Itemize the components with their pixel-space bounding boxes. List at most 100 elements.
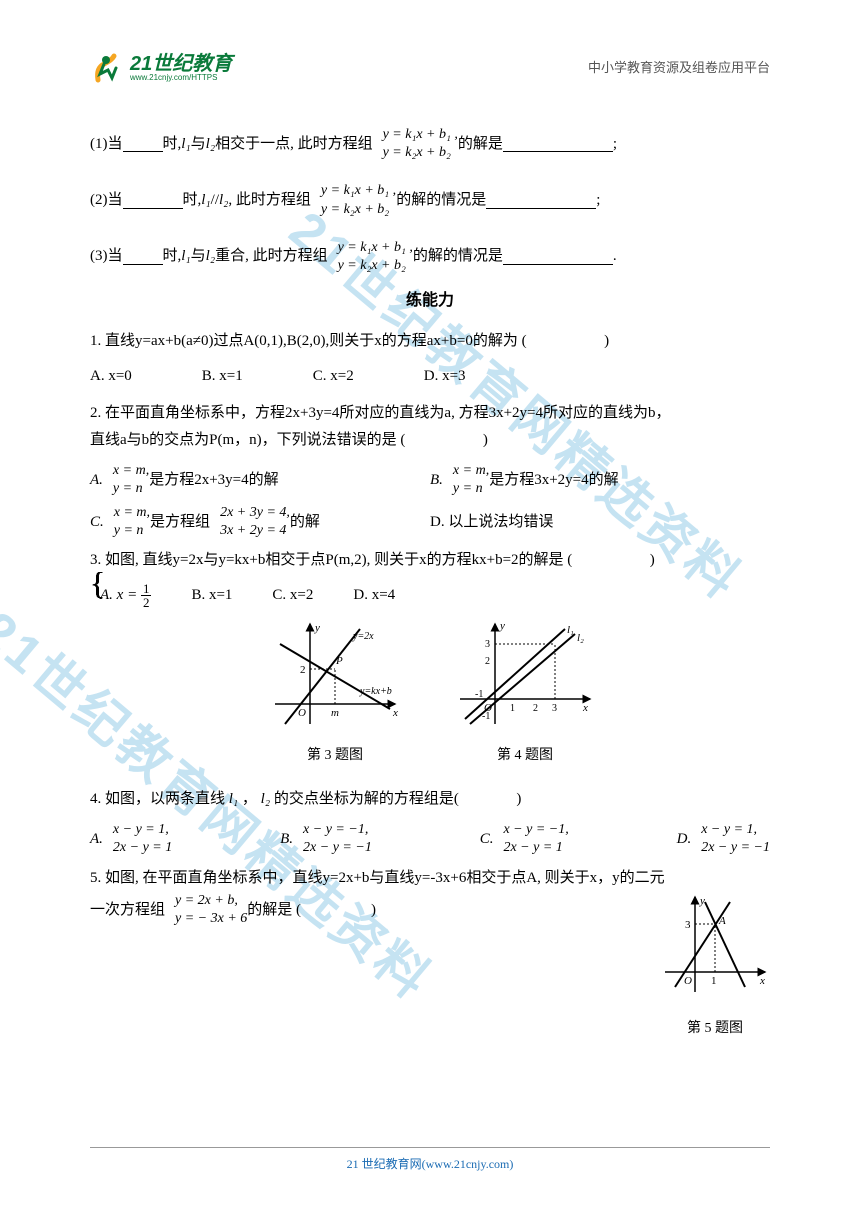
text: ; (596, 187, 600, 214)
paren: ) (604, 333, 609, 349)
label: D. (677, 826, 692, 853)
svg-text:1: 1 (510, 703, 515, 714)
eq: y = k₁x + b₁ , (383, 126, 458, 144)
svg-text:l₁: l₁ (567, 624, 574, 636)
option-a: A. {x − y = 1,2x − y = 1 (90, 821, 172, 857)
section-title: 练能力 (90, 287, 770, 316)
svg-text:x: x (759, 975, 765, 987)
eq: x = m, (453, 462, 489, 480)
text: D. 以上说法均错误 (430, 509, 553, 536)
q-text: 3. 如图, 直线y=2x与y=kx+b相交于点P(m,2), 则关于x的方程k… (90, 552, 572, 568)
paren: ) (650, 552, 655, 568)
brace: {x = m,y = n (443, 462, 489, 498)
svg-text:3: 3 (685, 919, 691, 931)
svg-text:A: A (718, 915, 726, 927)
q-text: 直线a与b的交点为P(m，n)，下列说法错误的是 ( (90, 432, 405, 448)
svg-text:P: P (335, 655, 343, 667)
label: B. (430, 467, 443, 494)
text: 的解的情况是 (413, 243, 503, 270)
option-b: B. {x = m,y = n 是方程3x+2y=4的解 (430, 462, 770, 498)
paren: ) (483, 432, 488, 448)
eq: y = n (453, 480, 489, 498)
equation-system: { y = k₁x + b₁ , y = k₂x + b₂ (311, 182, 396, 218)
eq: y = 2x + b, (175, 892, 247, 910)
var-l2: l₂ (206, 243, 215, 270)
svg-text:1: 1 (711, 975, 717, 987)
question-3: 3. 如图, 直线y=2x与y=kx+b相交于点P(m,2), 则关于x的方程k… (90, 547, 770, 574)
var-l2: l₂ (219, 187, 228, 214)
footer-text: 21 世纪教育网(www.21cnjy.com) (347, 1157, 514, 1171)
option-c: C. {x − y = −1,2x − y = 1 (480, 821, 569, 857)
var-l1: l₁ (181, 243, 190, 270)
option-d: D. {x − y = 1,2x − y = −1 (677, 821, 770, 857)
caption: 第 5 题图 (660, 1016, 770, 1041)
q-text: 5. 如图, 在平面直角坐标系中，直线y=2x+b与直线y=-3x+6相交于点A… (90, 865, 770, 892)
option-c: C. x=2 (313, 363, 354, 390)
svg-text:y=kx+b: y=kx+b (359, 686, 392, 697)
eq: x − y = 1, (701, 821, 770, 839)
eq: 3x + 2y = 4 (220, 522, 290, 540)
equation-system: { y = k₁x + b₁ , y = k₂x + b₂ (373, 126, 458, 162)
option-c: C. {x = m,y = n 是方程组 {2x + 3y = 4,3x + 2… (90, 504, 430, 540)
header-subtitle: 中小学教育资源及组卷应用平台 (588, 56, 770, 79)
var-l2: l₂ (261, 791, 270, 807)
text: 时, (163, 243, 182, 270)
q-text: 的解是 ( (247, 897, 301, 924)
q4-options: A. {x − y = 1,2x − y = 1 B. {x − y = −1,… (90, 821, 770, 857)
equation-system: {y = 2x + b,y = − 3x + 6 (165, 892, 247, 928)
den: 2 (141, 596, 152, 609)
svg-text:-1: -1 (482, 711, 490, 722)
svg-text:y=2x: y=2x (352, 631, 374, 642)
logo-text: 21世纪教育 (130, 54, 232, 74)
label: A. x = (100, 587, 141, 603)
svg-text:x: x (582, 702, 588, 714)
figure-3: y x O 2 m P y=2x y=kx+b 第 3 题图 (265, 619, 405, 768)
q-text: ， (242, 791, 257, 807)
eq: y = k₁x + b₁ , (338, 239, 413, 257)
var-l1: l₁ (181, 131, 190, 158)
text: 时, (163, 131, 182, 158)
eq: x − y = 1, (113, 821, 172, 839)
blank (123, 192, 183, 209)
option-d: D. x=4 (353, 582, 395, 609)
equation-system: { y = k₁x + b₁ , y = k₂x + b₂ (328, 239, 413, 275)
svg-text:O: O (684, 975, 692, 987)
option-d: D. 以上说法均错误 (430, 504, 770, 540)
logo-icon (90, 50, 126, 86)
svg-text:l₂: l₂ (577, 632, 584, 644)
q-text: 的交点坐标为解的方程组是( (274, 791, 459, 807)
eq: x = m, (113, 462, 149, 480)
blank (503, 249, 613, 266)
fill-in-3: (3)当 时, l₁ 与 l₂ 重合, 此时方程组 { y = k₁x + b₁… (90, 239, 770, 275)
blank (503, 136, 613, 153)
svg-text:x: x (392, 707, 398, 719)
eq: y = − 3x + 6 (175, 910, 247, 928)
svg-text:y: y (314, 622, 320, 634)
page-header: 21世纪教育 www.21cnjy.com/HTTPS 中小学教育资源及组卷应用… (90, 50, 770, 86)
var-l1: l₁ (201, 187, 210, 214)
eq: y = k₂x + b₂ (338, 257, 413, 275)
text: ; (613, 131, 617, 158)
question-4: 4. 如图，以两条直线 l₁ ， l₂ 的交点坐标为解的方程组是( ) (90, 786, 770, 813)
q3-options: A. x = 12 B. x=1 C. x=2 D. x=4 (100, 582, 770, 609)
eq: y = n (114, 522, 150, 540)
option-d: D. x=3 (424, 363, 466, 390)
blank (123, 136, 163, 153)
fill-in-2: (2)当 时, l₁ // l₂ , 此时方程组 { y = k₁x + b₁ … (90, 182, 770, 218)
option-b: B. x=1 (191, 582, 232, 609)
svg-text:y: y (699, 895, 705, 907)
brace: {x = m,y = n (103, 462, 149, 498)
label: C. (480, 826, 494, 853)
eq: x − y = −1, (303, 821, 372, 839)
svg-text:-1: -1 (475, 689, 483, 700)
brace: {2x + 3y = 4,3x + 2y = 4 (210, 504, 290, 540)
eq: 2x − y = 1 (113, 839, 172, 857)
figures-row-1: y x O 2 m P y=2x y=kx+b 第 3 题图 y x O -1 … (90, 619, 770, 768)
text: // (211, 187, 219, 214)
eq: y = k₂x + b₂ (321, 201, 396, 219)
svg-text:y: y (499, 620, 505, 632)
q2-options: A. {x = m,y = n 是方程2x+3y=4的解 B. {x = m,y… (90, 462, 770, 547)
content: (1)当 时, l₁ 与 l₂ 相交于一点, 此时方程组 { y = k₁x +… (90, 126, 770, 1041)
question-1: 1. 直线y=ax+b(a≠0)过点A(0,1),B(2,0),则关于x的方程a… (90, 328, 770, 355)
var-l1: l₁ (229, 791, 238, 807)
